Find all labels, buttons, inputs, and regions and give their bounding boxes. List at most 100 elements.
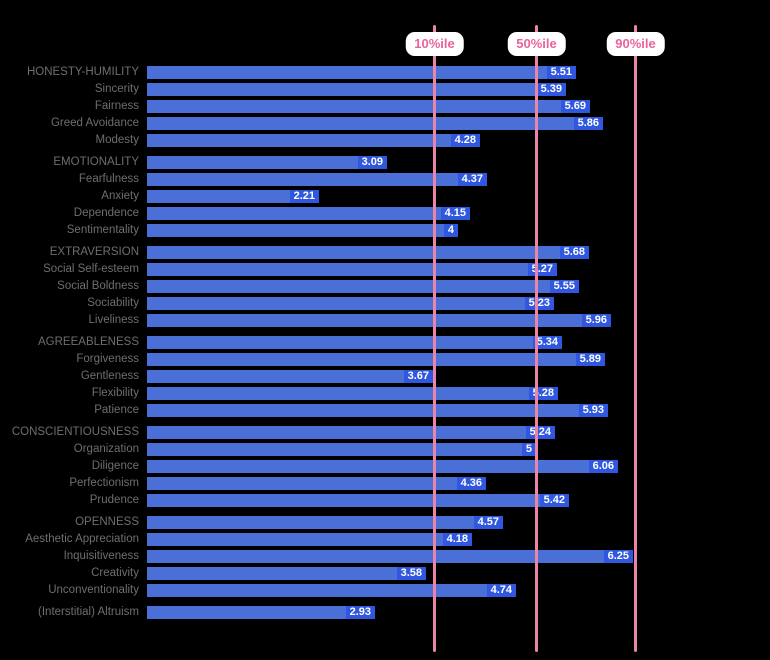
trait-group: EXTRAVERSION 5.68 Social Self-esteem 5.2…: [0, 246, 770, 327]
bar-track: 4.37: [147, 173, 770, 186]
trait-group: CONSCIENTIOUSNESS 5.24 Organization 5 Di…: [0, 426, 770, 507]
bar-track: 5.39: [147, 83, 770, 96]
bar-track: 6.06: [147, 460, 770, 473]
trait-label: Sincerity: [94, 83, 139, 95]
trait-label: Aesthetic Appreciation: [25, 533, 139, 545]
trait-label: Sociability: [87, 297, 139, 309]
trait-bar: 5.69: [147, 100, 590, 113]
trait-row: OPENNESS 4.57: [0, 516, 770, 529]
trait-row: Unconventionality 4.74: [0, 584, 770, 597]
trait-bar: 5.23: [147, 297, 554, 310]
trait-row: Prudence 5.42: [0, 494, 770, 507]
trait-label: Greed Avoidance: [50, 117, 139, 129]
trait-row: Forgiveness 5.89: [0, 353, 770, 366]
trait-label: Fairness: [94, 100, 139, 112]
bar-value-label: 5.93: [578, 404, 608, 417]
percentile-line: 50%ile: [507, 25, 566, 652]
bar-track: 5.86: [147, 117, 770, 130]
trait-row: Flexibility 5.28: [0, 387, 770, 400]
trait-label: (Interstitial) Altruism: [38, 606, 139, 618]
trait-label: Social Self-esteem: [43, 263, 139, 275]
trait-label: Liveliness: [88, 314, 140, 326]
percentile-line: 10%ile: [405, 25, 464, 652]
bar-track: 4: [147, 224, 770, 237]
bar-track: 5.89: [147, 353, 770, 366]
bar-value-label: 5.42: [539, 494, 569, 507]
trait-bar: 4.18: [147, 533, 472, 546]
bar-value-label: 5.27: [527, 263, 557, 276]
bar-value-label: 5: [521, 443, 536, 456]
bar-track: 5.28: [147, 387, 770, 400]
percentile-line: 90%ile: [606, 25, 665, 652]
bar-value-label: 4.28: [450, 134, 480, 147]
bar-value-label: 5.28: [528, 387, 558, 400]
trait-label: Forgiveness: [76, 353, 139, 365]
trait-label: AGREEABLENESS: [38, 336, 139, 348]
trait-bar: 2.93: [147, 606, 375, 619]
trait-bar: 5.96: [147, 314, 611, 327]
bar-value-label: 5.39: [536, 83, 566, 96]
trait-row: Social Boldness 5.55: [0, 280, 770, 293]
bar-value-label: 5.34: [532, 336, 562, 349]
trait-label: Flexibility: [91, 387, 139, 399]
trait-label: Creativity: [91, 567, 139, 579]
trait-label: Anxiety: [101, 190, 139, 202]
bar-value-label: 4: [443, 224, 458, 237]
trait-row: EXTRAVERSION 5.68: [0, 246, 770, 259]
trait-bar: 2.21: [147, 190, 319, 203]
bar-value-label: 5.86: [573, 117, 603, 130]
trait-label: Organization: [73, 443, 139, 455]
trait-row: Perfectionism 4.36: [0, 477, 770, 490]
bar-value-label: 4.57: [473, 516, 503, 529]
bar-track: 5.34: [147, 336, 770, 349]
trait-label: Diligence: [91, 460, 139, 472]
trait-bar: 5.86: [147, 117, 603, 130]
trait-label: EMOTIONALITY: [53, 156, 139, 168]
trait-row: Sentimentality 4: [0, 224, 770, 237]
bar-track: 4.28: [147, 134, 770, 147]
trait-row: Social Self-esteem 5.27: [0, 263, 770, 276]
trait-label: Gentleness: [80, 370, 139, 382]
bar-value-label: 5.24: [525, 426, 555, 439]
bar-value-label: 2.21: [289, 190, 319, 203]
trait-label: OPENNESS: [75, 516, 139, 528]
trait-bar: 4.37: [147, 173, 487, 186]
trait-row: (Interstitial) Altruism 2.93: [0, 606, 770, 619]
trait-bar: 4.15: [147, 207, 470, 220]
bar-value-label: 2.93: [345, 606, 375, 619]
trait-label: Prudence: [89, 494, 139, 506]
trait-bar: 5: [147, 443, 536, 456]
bar-track: 4.74: [147, 584, 770, 597]
bar-value-label: 4.36: [456, 477, 486, 490]
trait-label: EXTRAVERSION: [49, 246, 139, 258]
trait-row: Sociability 5.23: [0, 297, 770, 310]
percentile-badge: 90%ile: [606, 32, 665, 56]
trait-label: Social Boldness: [57, 280, 139, 292]
bar-value-label: 4.74: [486, 584, 516, 597]
trait-row: Patience 5.93: [0, 404, 770, 417]
bar-track: 4.57: [147, 516, 770, 529]
trait-bar: 5.28: [147, 387, 558, 400]
trait-label: Sentimentality: [66, 224, 139, 236]
trait-group: EMOTIONALITY 3.09 Fearfulness 4.37 Anxie…: [0, 156, 770, 237]
trait-label: HONESTY-HUMILITY: [26, 66, 139, 78]
bar-value-label: 3.58: [396, 567, 426, 580]
trait-label: Unconventionality: [48, 584, 139, 596]
trait-row: CONSCIENTIOUSNESS 5.24: [0, 426, 770, 439]
bar-track: 2.93: [147, 606, 770, 619]
trait-bar: 3.67: [147, 370, 433, 383]
bar-value-label: 5.23: [524, 297, 554, 310]
bar-value-label: 3.09: [357, 156, 387, 169]
trait-row: Fairness 5.69: [0, 100, 770, 113]
percentile-badge: 50%ile: [507, 32, 566, 56]
trait-row: EMOTIONALITY 3.09: [0, 156, 770, 169]
trait-bar: 5.55: [147, 280, 579, 293]
percentile-badge: 10%ile: [405, 32, 464, 56]
bar-rows: HONESTY-HUMILITY 5.51 Sincerity 5.39 Fai…: [0, 66, 770, 628]
bar-value-label: 4.15: [440, 207, 470, 220]
trait-label: Perfectionism: [69, 477, 139, 489]
bar-value-label: 5.68: [559, 246, 589, 259]
trait-label: Fearfulness: [78, 173, 139, 185]
trait-label: CONSCIENTIOUSNESS: [11, 426, 139, 438]
bar-track: 3.09: [147, 156, 770, 169]
